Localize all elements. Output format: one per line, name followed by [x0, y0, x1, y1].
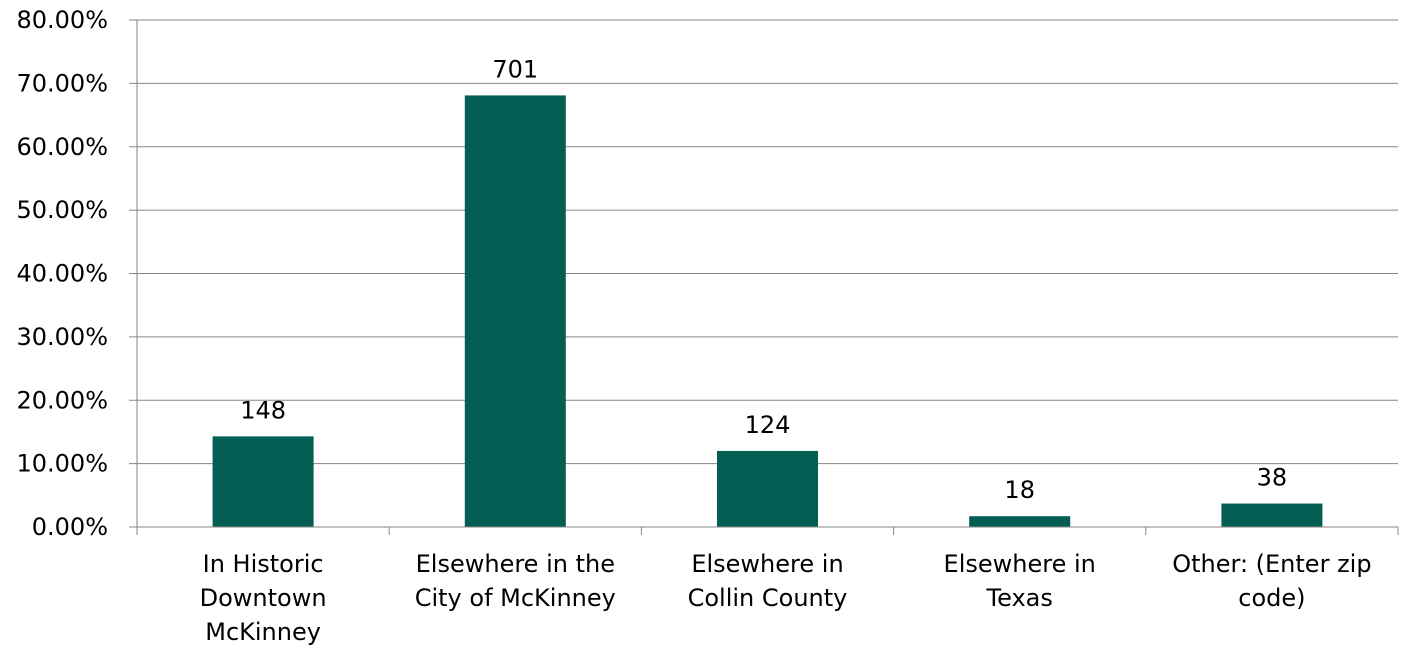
y-tick-label: 40.00% [16, 260, 108, 288]
bar [717, 450, 818, 527]
y-tick-label: 10.00% [16, 450, 108, 478]
data-label: 148 [240, 396, 286, 424]
y-tick-label: 30.00% [16, 323, 108, 351]
y-axis: 0.00% 10.00% 20.00% 30.00% 40.00% 50.00% 60.00… [16, 6, 138, 541]
bars [212, 95, 1323, 527]
x-category-label: In Historic [203, 550, 324, 578]
x-category-label: City of McKinney [415, 584, 616, 612]
x-category-label: Collin County [688, 584, 848, 612]
x-category-label: Downtown [200, 584, 327, 612]
bar [212, 436, 314, 527]
x-category-label: Texas [986, 584, 1053, 612]
bar [969, 516, 1071, 527]
x-category-label: McKinney [205, 618, 321, 646]
x-category-label: Elsewhere in [944, 550, 1096, 578]
x-category-label: Other: (Enter zip [1172, 550, 1371, 578]
data-label: 124 [745, 411, 791, 439]
y-tick-label: 80.00% [16, 6, 108, 34]
x-category-label: Elsewhere in [691, 550, 843, 578]
y-tick-label: 70.00% [16, 69, 108, 97]
y-tick-label: 50.00% [16, 196, 108, 224]
data-label: 701 [492, 55, 538, 83]
x-category-label: Elsewhere in the [416, 550, 615, 578]
y-tick-label: 20.00% [16, 386, 108, 414]
y-tick-label: 0.00% [32, 513, 108, 541]
bar [1221, 503, 1323, 527]
data-label: 38 [1257, 464, 1288, 492]
y-tick-label: 60.00% [16, 133, 108, 161]
gridlines [137, 19, 1398, 465]
data-label: 18 [1004, 476, 1035, 504]
bar [464, 95, 566, 527]
data-labels: 148 701 124 18 38 [240, 55, 1287, 504]
x-category-label: code) [1238, 584, 1305, 612]
x-axis: In Historic Downtown McKinney Elsewhere in … [137, 526, 1399, 646]
